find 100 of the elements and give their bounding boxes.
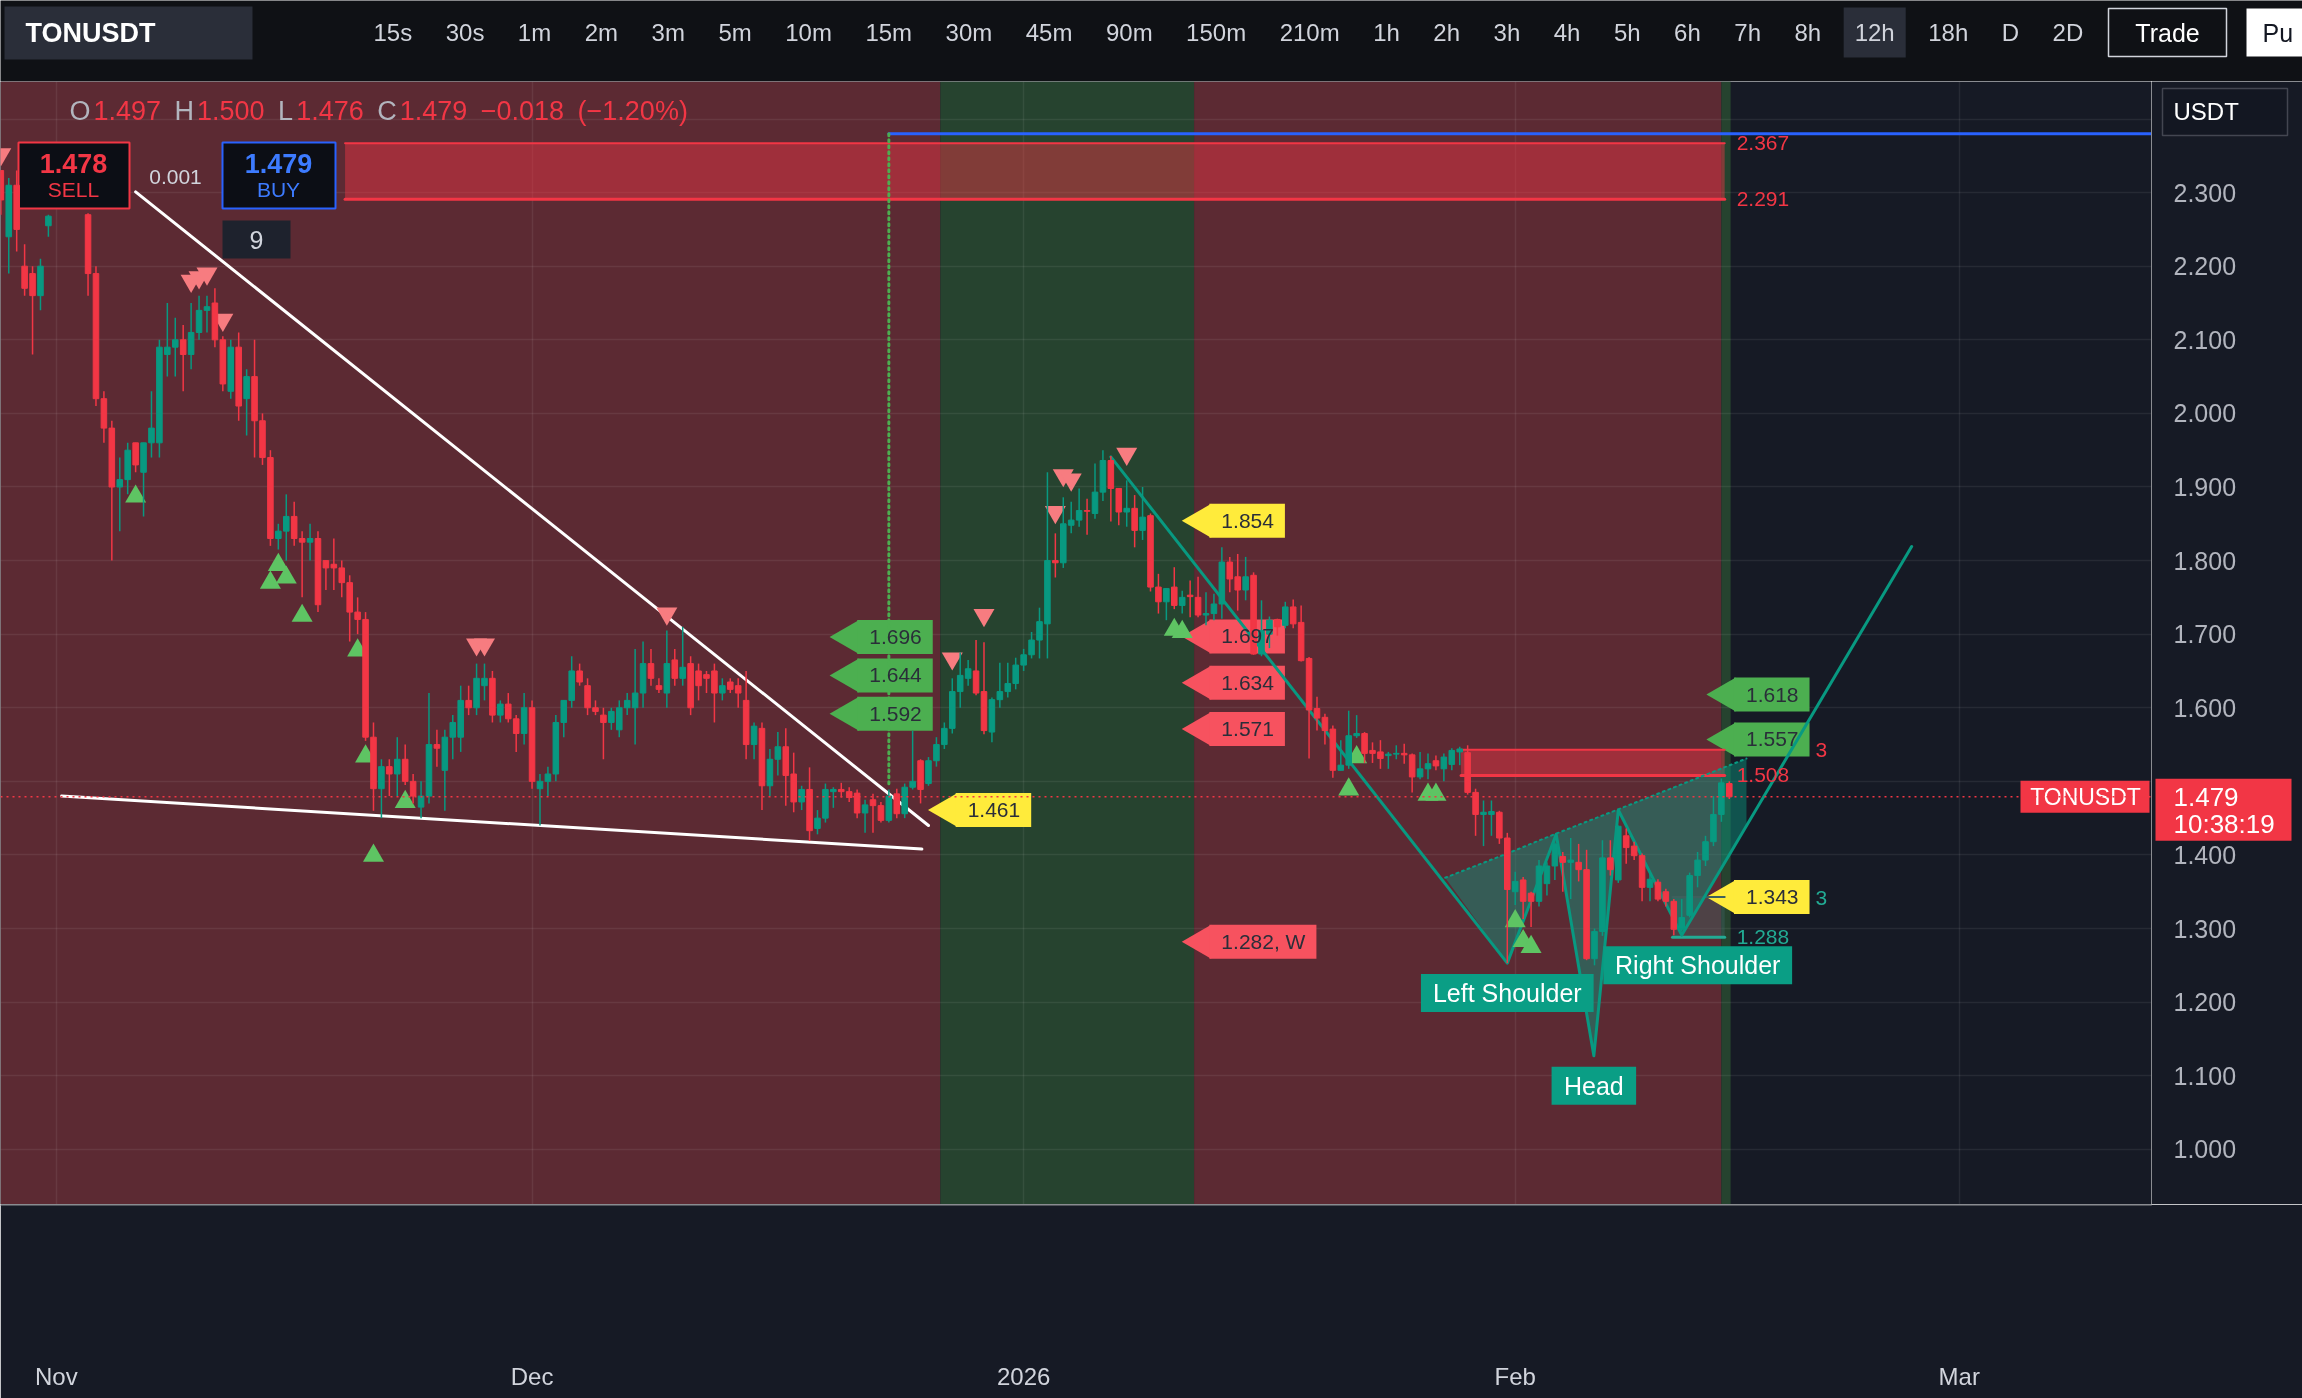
- text: USDT: [2173, 98, 2240, 125]
- data-label: 2.367: [1736, 131, 1790, 155]
- text: 15s 30s 1m 2m 3m 5m 10m 15m 30m 45m 90m 150m 210m 1h 2h 3h 4h 5h 6h 7h 8h 12h 18h D 2D: [373, 19, 2084, 46]
- annotation: Left Shoulder: [1432, 979, 1582, 1008]
- data-label: 2.291: [1736, 187, 1790, 211]
- candlestick: [1178, 590, 1186, 615]
- candlestick: [497, 699, 504, 724]
- x-tick-label: Mar: [1938, 1362, 1980, 1390]
- candlestick: [750, 721, 758, 761]
- candlestick: [1155, 573, 1162, 615]
- candlestick: [417, 780, 425, 819]
- candlestick: [1052, 532, 1059, 579]
- data-label: 1.854: [1221, 508, 1275, 532]
- x-tick-label: Nov: [34, 1362, 78, 1390]
- annotation: 3: [1815, 885, 1828, 909]
- candlestick: [798, 785, 805, 811]
- candlestick: [1607, 839, 1614, 877]
- candlestick: [774, 731, 782, 777]
- y-tick-label: 2.100: [2173, 325, 2237, 354]
- annotation: TONUSDT: [2030, 783, 2141, 810]
- y-tick-label: 1.200: [2173, 988, 2237, 1017]
- candlestick: [433, 729, 441, 768]
- candlestick: [203, 294, 211, 334]
- data-label: 1.592: [869, 701, 922, 725]
- candlestick: [719, 677, 726, 702]
- candlestick: [45, 213, 52, 238]
- candlestick: [1163, 587, 1170, 621]
- candlestick: [1567, 837, 1574, 900]
- annotation: 0.001: [149, 164, 202, 188]
- candlestick: [1171, 566, 1178, 610]
- candlestick: [1202, 591, 1210, 627]
- candlestick: [600, 707, 607, 761]
- candlestick: [1559, 851, 1567, 893]
- candlestick: [1424, 752, 1432, 780]
- y-tick-label: 1.600: [2173, 693, 2237, 722]
- annotation: BUY: [256, 178, 301, 201]
- data-label: 1.288: [1736, 925, 1790, 949]
- data-label: 1.343: [1745, 884, 1799, 908]
- chart-title: TONUSDT: [25, 17, 157, 48]
- candlestick: [132, 442, 139, 474]
- candlestick: [378, 758, 385, 819]
- x-tick-label: Feb: [1494, 1362, 1536, 1390]
- line-series: [1109, 455, 1914, 1058]
- y-tick-label: 2.300: [2173, 178, 2237, 207]
- candlestick: [1313, 695, 1321, 732]
- y-tick-label: 1.300: [2173, 914, 2237, 943]
- candlestick: [1282, 601, 1289, 630]
- data-label: 1.461: [967, 798, 1021, 822]
- candlestick: [1242, 556, 1249, 602]
- candlestick: [1337, 739, 1345, 772]
- candlestick: [1139, 486, 1146, 541]
- y-tick-label: 1.100: [2173, 1061, 2237, 1090]
- data-label: 1.618: [1745, 682, 1799, 706]
- y-tick-label: 1.700: [2173, 620, 2237, 649]
- candlestick: [386, 758, 393, 797]
- data-label: 1.571: [1221, 717, 1274, 741]
- x-tick-label: Dec: [510, 1362, 554, 1390]
- candlestick: [1083, 498, 1091, 536]
- annotation: 3: [1815, 737, 1828, 761]
- annotation: SELL: [47, 178, 100, 201]
- y-tick-label: 1.800: [2173, 546, 2237, 575]
- data-label: 1.282, W: [1221, 930, 1306, 954]
- data-label: 1.634: [1221, 670, 1275, 694]
- data-label: 1.644: [869, 663, 923, 687]
- candlestick: [679, 626, 686, 687]
- candlestick: [1646, 871, 1654, 903]
- candlestick: [306, 523, 314, 562]
- candlestick: [972, 639, 980, 696]
- y-tick-label: 1.000: [2173, 1135, 2237, 1164]
- candlestick: [576, 662, 583, 687]
- annotation: 1.478: [39, 149, 108, 179]
- candlestick: [1511, 871, 1519, 906]
- text: Pu: [2262, 18, 2294, 47]
- candlestick: [877, 801, 885, 824]
- data-label: 1.696: [869, 625, 922, 649]
- text: Trade: [2135, 18, 2200, 47]
- candlestick: [671, 648, 679, 687]
- candlestick: [1131, 494, 1138, 549]
- candlestick: [1186, 579, 1194, 618]
- annotation: Right Shoulder: [1615, 951, 1781, 980]
- y-tick-label: 1.900: [2173, 472, 2237, 501]
- candlestick: [393, 736, 401, 797]
- annotation: 9: [249, 225, 264, 254]
- x-tick-label: 2026: [996, 1362, 1051, 1390]
- candlestick: [1123, 479, 1130, 528]
- candlestick: [1194, 576, 1202, 618]
- candlestick: [465, 684, 472, 716]
- candlestick: [401, 743, 409, 786]
- annotation: Head: [1563, 1071, 1624, 1100]
- y-tick-label: 1.400: [2173, 840, 2237, 869]
- data-label: 1.557: [1745, 727, 1799, 751]
- annotation: 1.479: [244, 149, 313, 179]
- candlestick: [861, 799, 869, 834]
- candlestick: [179, 324, 187, 393]
- candlestick: [647, 648, 655, 687]
- y-tick-label: 2.000: [2173, 399, 2237, 428]
- candlestick: [1416, 751, 1424, 780]
- candlestick: [243, 368, 250, 437]
- candlestick: [655, 677, 663, 694]
- y-tick-label: 2.200: [2173, 252, 2237, 281]
